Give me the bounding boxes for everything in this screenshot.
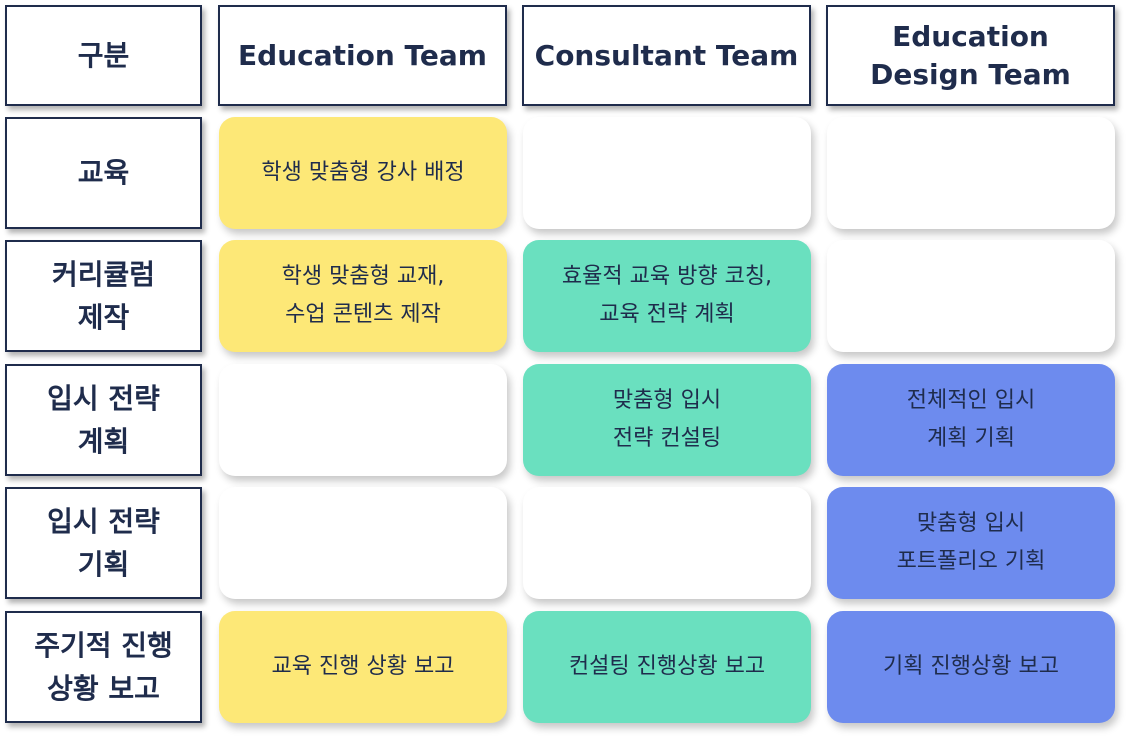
row-header-line: 기획	[77, 548, 130, 581]
row-header-line: 계획	[77, 425, 130, 458]
cell-education-team-row1: 학생 맞춤형 강사 배정	[219, 117, 507, 229]
cell-consultant-team-row1	[523, 117, 811, 229]
cell-design-team-row2	[827, 240, 1115, 352]
column-header-design-team: Education Design Team	[826, 5, 1115, 106]
cell-education-team-row5: 교육 진행 상황 보고	[219, 611, 507, 723]
cell-line: 맞춤형 입시	[612, 387, 722, 413]
cell-education-team-row3	[219, 364, 507, 476]
cell-education-team-row4	[219, 487, 507, 599]
cell-line: 전략 컨설팅	[612, 426, 722, 451]
cell-design-team-row3: 전체적인 입시 계획 기획	[827, 364, 1115, 476]
cell-line: 기획 진행상황 보고	[883, 653, 1059, 679]
cell-line: 교육 진행 상황 보고	[271, 653, 455, 679]
row-header-curriculum: 커리큘럼 제작	[5, 240, 202, 352]
cell-line: 학생 맞춤형 강사 배정	[261, 159, 465, 185]
row-header-line: 제작	[77, 301, 130, 334]
column-header-education-team: Education Team	[218, 5, 507, 106]
cell-line: 맞춤형 입시	[916, 510, 1026, 536]
cell-line: 계획 기획	[927, 426, 1015, 451]
row-header-line: 커리큘럼	[51, 257, 156, 291]
cell-line: 포트폴리오 기획	[896, 549, 1046, 574]
cell-design-team-row4: 맞춤형 입시 포트폴리오 기획	[827, 487, 1115, 599]
cell-line: 효율적 교육 방향 코칭,	[561, 263, 773, 289]
corner-header: 구분	[5, 5, 202, 106]
row-header-progress-report: 주기적 진행 상황 보고	[5, 611, 202, 723]
row-header-line: 교육	[77, 156, 130, 190]
cell-consultant-team-row3: 맞춤형 입시 전략 컨설팅	[523, 364, 811, 476]
cell-design-team-row5: 기획 진행상황 보고	[827, 611, 1115, 723]
row-header-line: 입시 전략	[47, 381, 160, 415]
column-header-consultant-team: Consultant Team	[522, 5, 811, 106]
cell-design-team-row1	[827, 117, 1115, 229]
row-header-line: 주기적 진행	[34, 628, 173, 662]
column-header-consultant-team-label: Consultant Team	[534, 38, 799, 72]
cell-education-team-row2: 학생 맞춤형 교재, 수업 콘텐츠 제작	[219, 240, 507, 352]
row-header-education: 교육	[5, 117, 202, 229]
cell-line: 전체적인 입시	[906, 387, 1036, 413]
row-header-admission-plan: 입시 전략 계획	[5, 364, 202, 476]
cell-line: 교육 전략 계획	[599, 302, 735, 327]
cell-consultant-team-row4	[523, 487, 811, 599]
cell-line: 수업 콘텐츠 제작	[285, 302, 441, 327]
column-header-education-team-label: Education Team	[238, 38, 487, 72]
row-header-admission-design: 입시 전략 기획	[5, 487, 202, 599]
row-header-line: 상황 보고	[47, 672, 160, 705]
cell-line: 학생 맞춤형 교재,	[281, 263, 445, 289]
column-header-design-team-line1: Education	[892, 19, 1049, 53]
row-header-line: 입시 전략	[47, 504, 160, 538]
corner-header-label: 구분	[77, 38, 130, 72]
column-header-design-team-line2: Design Team	[870, 57, 1071, 91]
cell-consultant-team-row2: 효율적 교육 방향 코칭, 교육 전략 계획	[523, 240, 811, 352]
cell-consultant-team-row5: 컨설팅 진행상황 보고	[523, 611, 811, 723]
cell-line: 컨설팅 진행상황 보고	[568, 653, 766, 679]
